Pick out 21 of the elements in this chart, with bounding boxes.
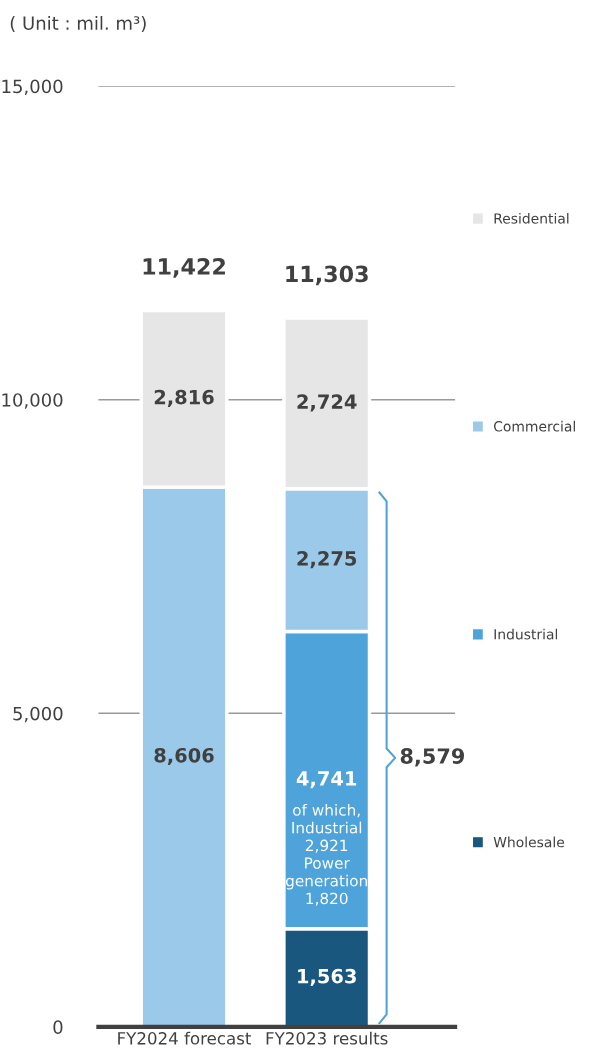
data-label: 8,606	[154, 747, 214, 766]
data-label: 4,741	[296, 771, 357, 789]
legend-label: Commercial	[493, 420, 575, 432]
x-tick-label: FY2024 forecast	[118, 1031, 252, 1045]
y-tick-label: 0	[53, 1020, 63, 1034]
data-label: 2,724	[297, 394, 357, 412]
legend-label: Industrial	[494, 628, 558, 640]
annotation: of which, Industrial 2,921 Power generation 1,820	[285, 803, 367, 906]
x-tick-label: FY2023 results	[266, 1031, 388, 1045]
y-tick-label: 10,000	[2, 393, 63, 409]
y-tick-label: 15,000	[2, 79, 63, 96]
data-label: 2,816	[154, 389, 214, 407]
chart-title: ( Unit : mil. m³)	[10, 15, 146, 33]
total-label: 11,422	[143, 258, 225, 278]
data-label: 1,563	[298, 968, 356, 986]
annotation: 8,579	[400, 748, 465, 767]
total-label: 11,303	[286, 265, 368, 286]
data-label: 2,275	[297, 551, 357, 569]
y-tick-label: 5,000	[13, 706, 63, 723]
legend-label: Wholesale	[493, 836, 565, 848]
legend-label: Residential	[494, 212, 569, 224]
